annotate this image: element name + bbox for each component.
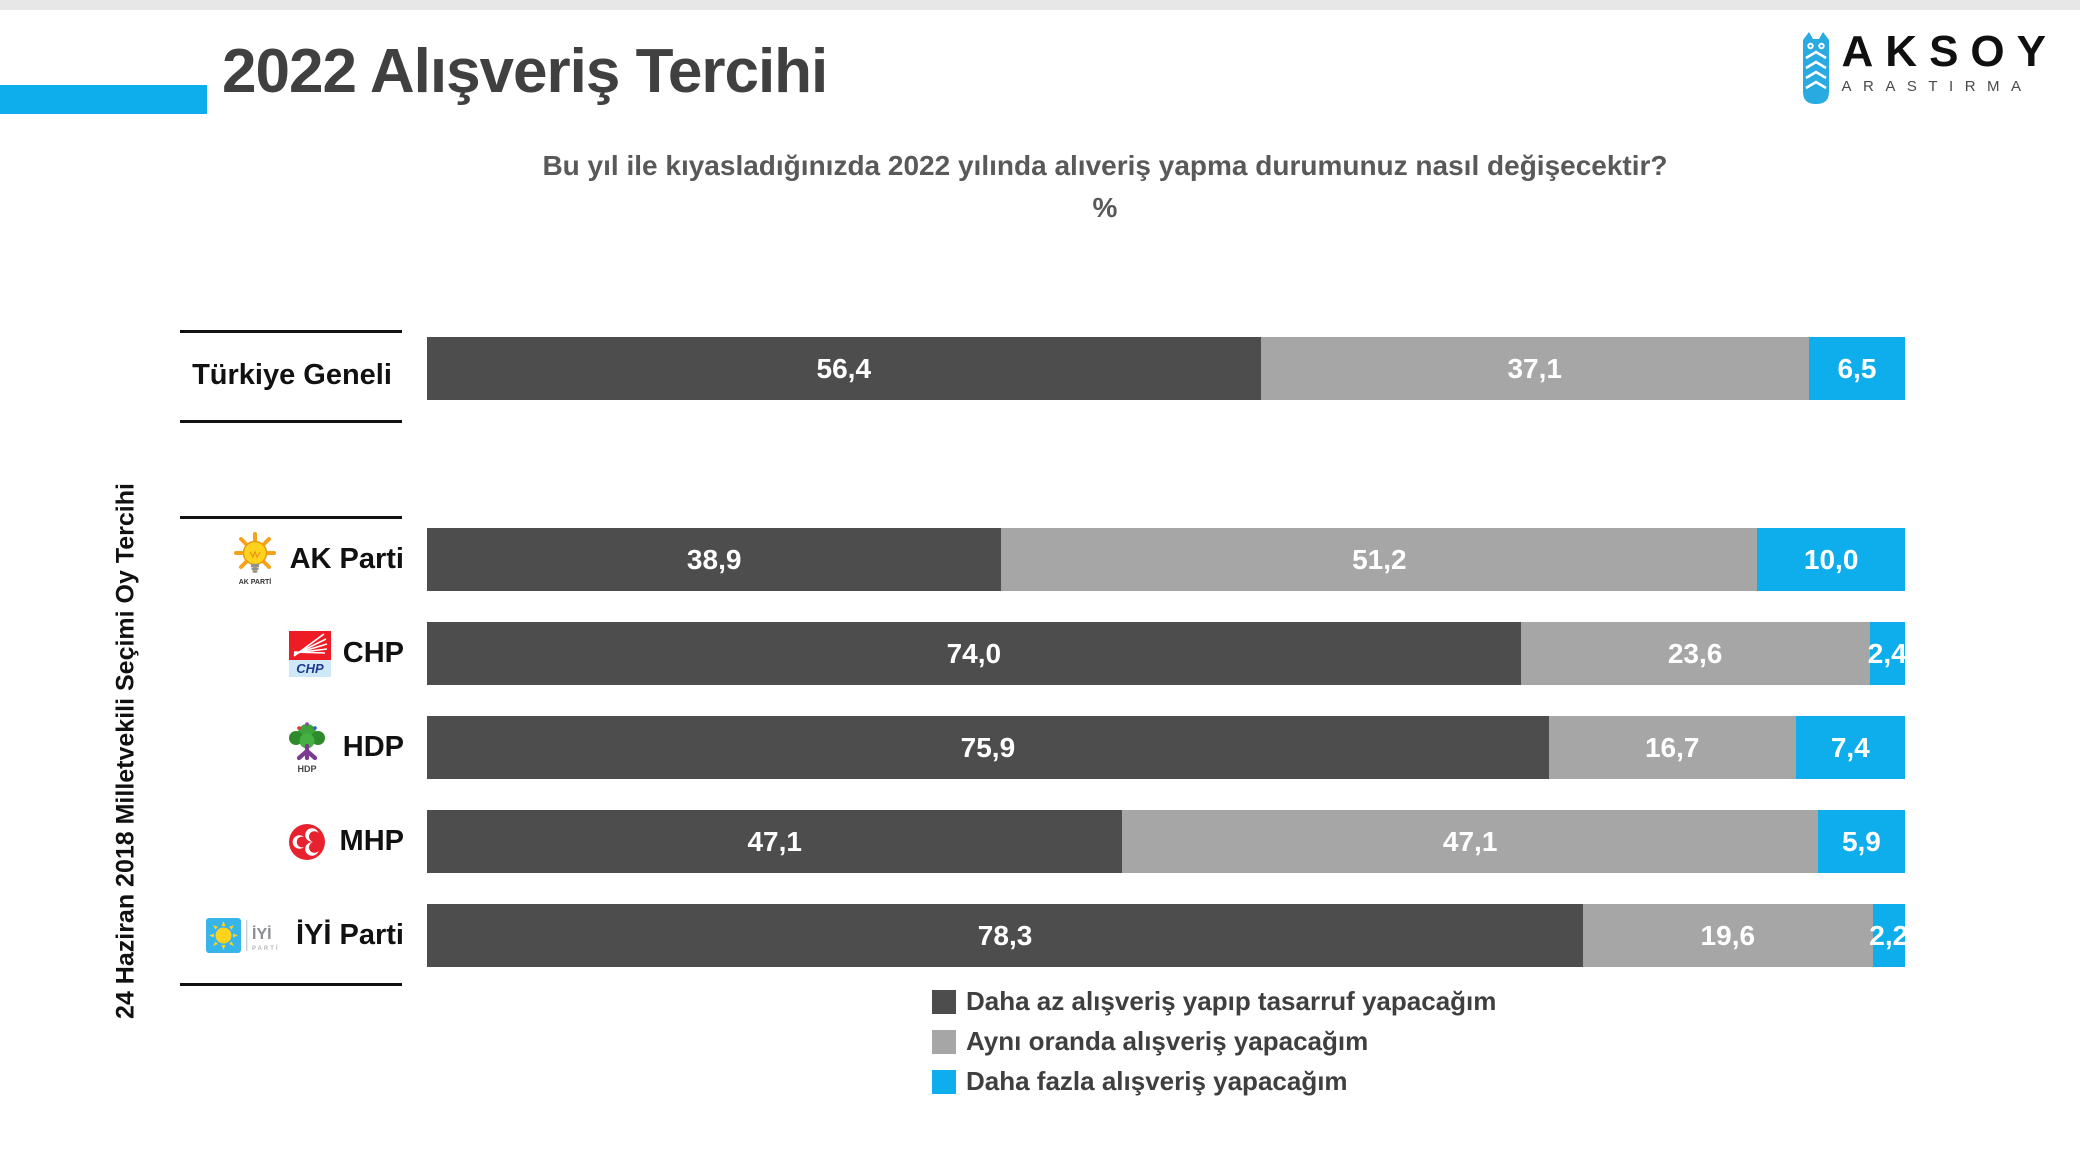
value-label: 75,9 xyxy=(960,731,1016,763)
hdp-logo-caption: HDP xyxy=(297,764,316,774)
bar-row-ak-parti: 38,9 51,2 10,0 xyxy=(427,528,1905,591)
bar-segment-more: 2,2 xyxy=(1869,904,1908,967)
value-label: 47,1 xyxy=(747,825,802,857)
owl-icon xyxy=(1802,32,1829,104)
category-label-iyi-parti: İYİ PARTİ İYİ Parti xyxy=(180,904,404,967)
bar-segment-same: 19,6 xyxy=(1583,904,1873,967)
category-label-mhp: MHP xyxy=(180,810,404,873)
legend-item-same: Aynı oranda alışveriş yapacağım xyxy=(932,1026,1496,1057)
bar-segment-less: 47,1 xyxy=(427,810,1123,873)
bar-segment-same: 51,2 xyxy=(1001,528,1758,591)
divider-line xyxy=(180,516,402,519)
bar-segment-more: 2,4 xyxy=(1867,622,1907,685)
logo-text: AKSOY ARASTIRMA xyxy=(1841,27,2058,96)
category-label-text: HDP xyxy=(342,731,404,763)
legend-swatch-blue xyxy=(932,1069,956,1094)
legend-label: Aynı oranda alışveriş yapacağım xyxy=(966,1026,1369,1056)
logo-name: AKSOY xyxy=(1841,27,2058,76)
divider-line xyxy=(180,330,402,333)
page-title: 2022 Alışveriş Tercihi xyxy=(222,37,828,106)
category-label-text: AK Parti xyxy=(289,543,404,575)
bar-segment-same: 23,6 xyxy=(1520,622,1870,685)
legend-swatch-dark xyxy=(932,989,956,1014)
value-label: 6,5 xyxy=(1837,352,1877,384)
bar-segment-less: 38,9 xyxy=(427,528,1002,591)
title-accent-bar xyxy=(0,85,207,114)
aksoy-logo: AKSOY ARASTIRMA xyxy=(1800,30,2058,106)
legend-swatch-gray xyxy=(932,1029,956,1054)
logo-subtitle: ARASTIRMA xyxy=(1841,78,2033,95)
divider-line xyxy=(180,420,402,423)
category-label-turkiye-geneli: Türkiye Geneli xyxy=(180,333,404,417)
ak-parti-logo-caption: AK PARTİ xyxy=(238,578,271,586)
value-label: 51,2 xyxy=(1352,543,1407,575)
value-label: 2,2 xyxy=(1869,919,1909,951)
bar-segment-more: 7,4 xyxy=(1795,716,1905,779)
iyi-logo-caption: İYİ xyxy=(252,925,272,943)
bar-row-mhp: 47,1 47,1 5,9 xyxy=(427,810,1905,873)
legend: Daha az alışveriş yapıp tasarruf yapacağ… xyxy=(932,986,1496,1097)
bar-segment-same: 47,1 xyxy=(1122,810,1818,873)
chart-question: Bu yıl ile kıyasladığınızda 2022 yılında… xyxy=(542,150,1668,181)
value-label: 10,0 xyxy=(1803,543,1859,575)
bar-row-chp: 74,0 23,6 2,4 xyxy=(427,622,1907,685)
bar-segment-less: 78,3 xyxy=(427,904,1584,967)
group-axis-label: 24 Haziran 2018 Milletvekili Seçimi Oy T… xyxy=(111,483,140,1019)
chp-logo-caption: CHP xyxy=(296,661,324,676)
value-label: 47,1 xyxy=(1442,825,1498,857)
value-label: 19,6 xyxy=(1700,919,1756,951)
value-label: 74,0 xyxy=(946,637,1002,669)
percent-label: % xyxy=(1092,192,1118,223)
legend-label: Daha fazla alışveriş yapacağım xyxy=(966,1066,1348,1096)
category-label-ak-parti: AK PARTİ AK Parti xyxy=(180,528,404,591)
bar-segment-more: 10,0 xyxy=(1757,528,1905,591)
top-strip xyxy=(0,0,2080,10)
chp-logo-icon: CHP xyxy=(288,630,331,677)
legend-item-less: Daha az alışveriş yapıp tasarruf yapacağ… xyxy=(932,986,1496,1017)
divider-line xyxy=(180,983,402,986)
category-label-chp: CHP CHP xyxy=(180,622,404,685)
bar-row-iyi-parti: 78,3 19,6 2,2 xyxy=(427,904,1908,967)
category-label-text: Türkiye Geneli xyxy=(192,358,392,391)
legend-label: Daha az alışveriş yapıp tasarruf yapacağ… xyxy=(966,986,1497,1016)
category-label-text: CHP xyxy=(342,637,404,669)
bar-segment-same: 37,1 xyxy=(1260,337,1809,400)
hdp-logo-icon: HDP xyxy=(288,721,325,774)
bar-segment-more: 6,5 xyxy=(1808,337,1905,400)
legend-item-more: Daha fazla alışveriş yapacağım xyxy=(932,1066,1496,1097)
category-label-text: MHP xyxy=(339,825,404,857)
value-label: 38,9 xyxy=(686,543,742,575)
subtitle-block: Bu yıl ile kıyasladığınızda 2022 yılında… xyxy=(130,150,2080,224)
bar-segment-same: 16,7 xyxy=(1548,716,1796,779)
ak-parti-logo-icon: AK PARTİ xyxy=(233,531,276,586)
category-label-hdp: HDP HDP xyxy=(180,716,404,779)
value-label: 78,3 xyxy=(977,919,1033,951)
value-label: 16,7 xyxy=(1644,731,1700,763)
value-label: 37,1 xyxy=(1507,352,1562,384)
bar-segment-less: 75,9 xyxy=(427,716,1549,779)
bar-segment-less: 74,0 xyxy=(427,622,1521,685)
bar-segment-more: 5,9 xyxy=(1817,810,1905,873)
value-label: 2,4 xyxy=(1867,637,1907,669)
value-label: 7,4 xyxy=(1830,731,1870,763)
bar-segment-less: 56,4 xyxy=(427,337,1261,400)
value-label: 56,4 xyxy=(816,352,872,384)
category-label-text: İYİ Parti xyxy=(296,919,404,951)
bar-row-hdp: 75,9 16,7 7,4 xyxy=(427,716,1905,779)
value-label: 5,9 xyxy=(1841,825,1881,857)
bar-row-turkiye-geneli: 56,4 37,1 6,5 xyxy=(427,337,1905,400)
mhp-logo-icon xyxy=(288,823,325,860)
value-label: 23,6 xyxy=(1667,637,1723,669)
iyi-parti-logo-icon: İYİ PARTİ xyxy=(206,917,280,953)
iyi-logo-caption2: PARTİ xyxy=(252,945,280,952)
